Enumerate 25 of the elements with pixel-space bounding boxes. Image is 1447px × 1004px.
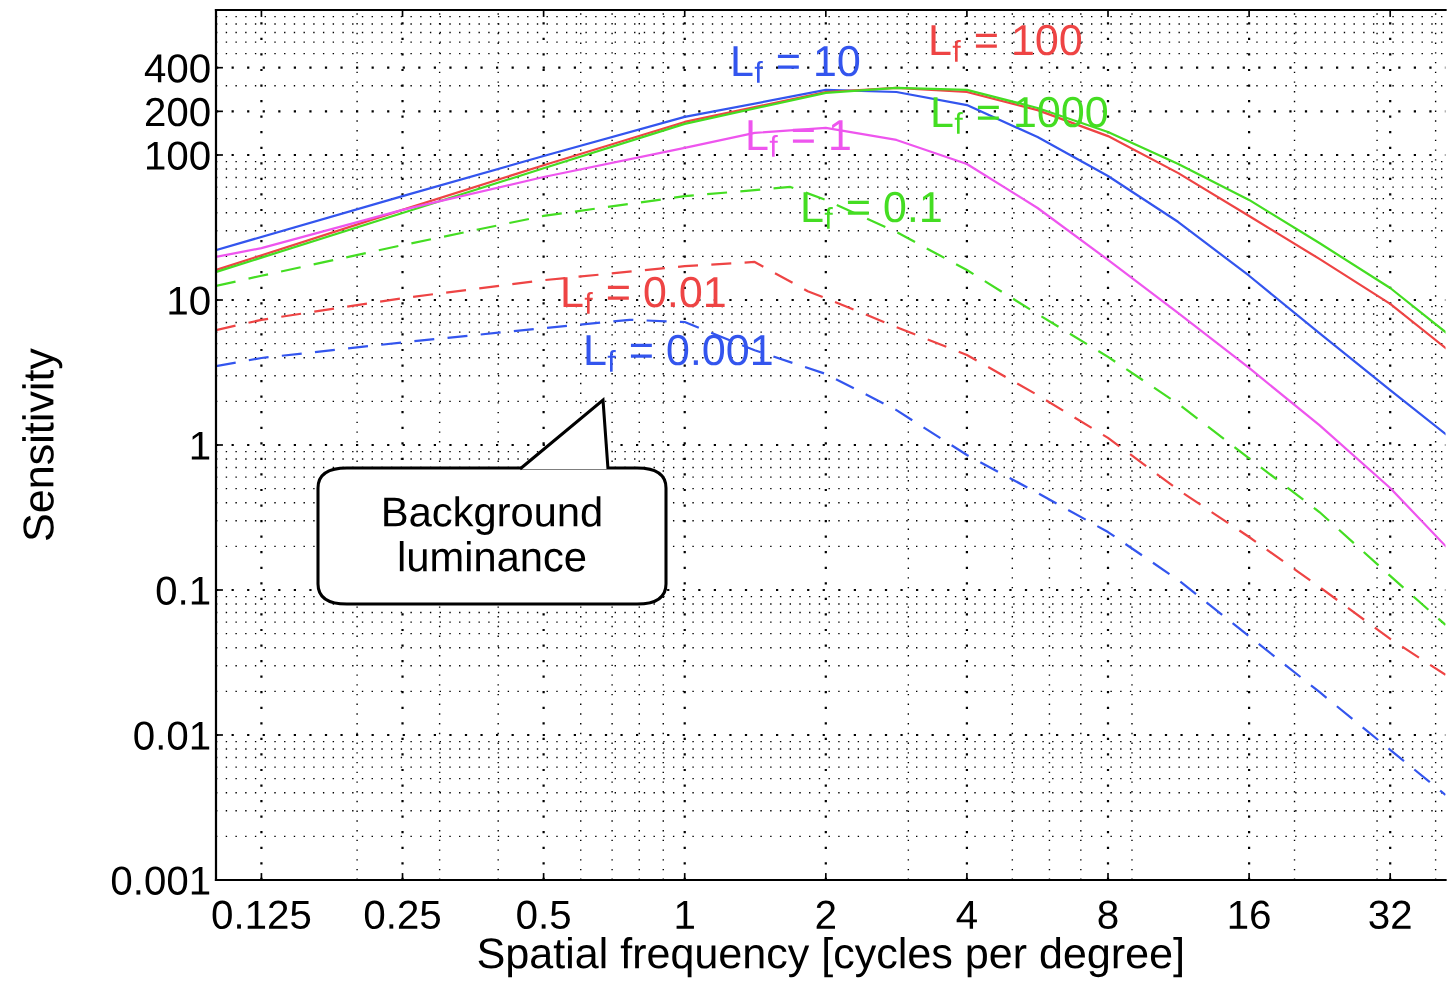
series-label: L$_{f}$ = 0.1 xyxy=(803,191,941,229)
y-tick-label: 100 xyxy=(147,141,210,170)
x-tick-label: 4 xyxy=(956,900,977,929)
x-tick-label: 16 xyxy=(1229,900,1270,930)
series-label: L$_{f}$ = 0.01 xyxy=(563,276,725,314)
y-tick-label: 0.1 xyxy=(156,576,210,605)
y-tick-label: 10 xyxy=(169,286,210,315)
series-label: L$_{f}$ = 100 xyxy=(931,24,1082,62)
y-tick-label: 1 xyxy=(191,431,210,460)
x-tick-label: 2 xyxy=(816,900,835,929)
x-tick-label: 0.125 xyxy=(212,900,311,930)
x-tick-label: 8 xyxy=(1098,900,1118,930)
y-tick-label: 200 xyxy=(145,97,210,127)
x-axis-title: Spatial frequency [cycles per degree] xyxy=(478,936,1182,978)
y-tick-label: 0.01 xyxy=(134,721,210,750)
x-tick-label: 32 xyxy=(1369,900,1411,930)
y-tick-label: 0.001 xyxy=(111,866,210,895)
annotation: Background luminance xyxy=(384,496,601,572)
series-label: L$_{f}$ = 10 xyxy=(733,45,860,83)
x-tick-label: 0.5 xyxy=(517,900,570,930)
series-label: L$_{f}$ = 0.001 xyxy=(586,334,772,372)
y-axis-title: Sensitivity xyxy=(22,348,63,540)
x-tick-label: 0.25 xyxy=(364,900,441,930)
x-tick-label: 1 xyxy=(676,900,694,929)
y-tick-label: 400 xyxy=(144,54,210,83)
